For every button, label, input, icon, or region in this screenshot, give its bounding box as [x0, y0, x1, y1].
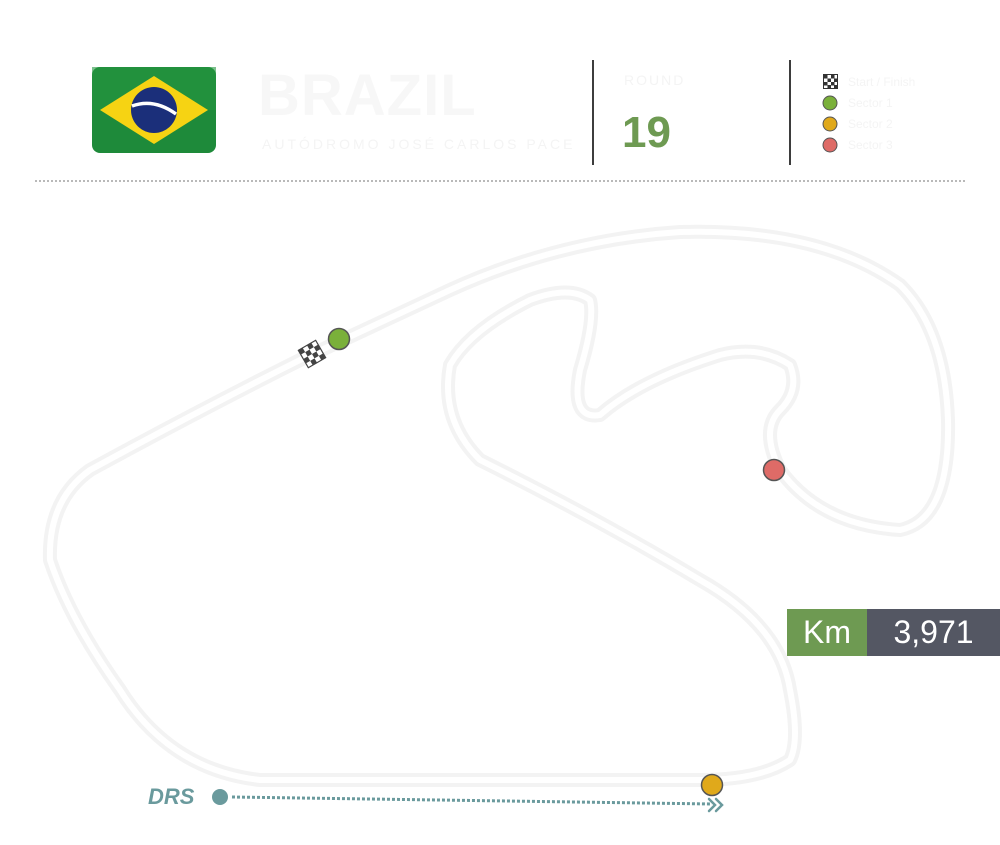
- legend-item-sector-3: Sector 3: [822, 134, 915, 155]
- drs-zone-line: [231, 795, 713, 806]
- track-inner-line: [46, 228, 952, 783]
- legend-label: Start / Finish: [848, 74, 916, 89]
- track-length: Km 3,971: [787, 609, 1000, 656]
- legend-item-start: Start / Finish: [822, 71, 915, 92]
- length-unit: Km: [787, 609, 867, 656]
- yellow-dot-icon: [822, 116, 838, 132]
- checkered-flag-icon: [822, 74, 838, 90]
- red-dot-icon: [822, 137, 838, 153]
- legend-label: Sector 1: [848, 95, 893, 110]
- sector-2-marker: [700, 773, 724, 797]
- divider: [789, 60, 791, 165]
- country-title: BRAZIL: [258, 63, 477, 128]
- round-label: ROUND: [624, 72, 686, 88]
- legend-item-sector-2: Sector 2: [822, 113, 915, 134]
- chevron-right-icon: [707, 797, 724, 813]
- checkered-flag-icon: [297, 339, 327, 369]
- legend-item-sector-1: Sector 1: [822, 92, 915, 113]
- header-separator: [35, 180, 965, 182]
- legend: Start / Finish Sector 1 Sector 2 Sector …: [822, 71, 915, 155]
- divider: [592, 60, 594, 165]
- brazil-flag-icon: [92, 67, 216, 153]
- drs-label: DRS: [148, 784, 195, 809]
- legend-label: Sector 2: [848, 116, 893, 131]
- sector-3-marker: [762, 458, 786, 482]
- circuit-name: AUTÓDROMO JOSÉ CARLOS PACE: [262, 136, 576, 152]
- legend-label: Sector 3: [848, 137, 893, 152]
- green-dot-icon: [822, 95, 838, 111]
- round-number: 19: [622, 108, 671, 157]
- length-value: 3,971: [867, 609, 1000, 656]
- sector-1-marker: [327, 327, 351, 351]
- drs-start-dot: [212, 789, 228, 805]
